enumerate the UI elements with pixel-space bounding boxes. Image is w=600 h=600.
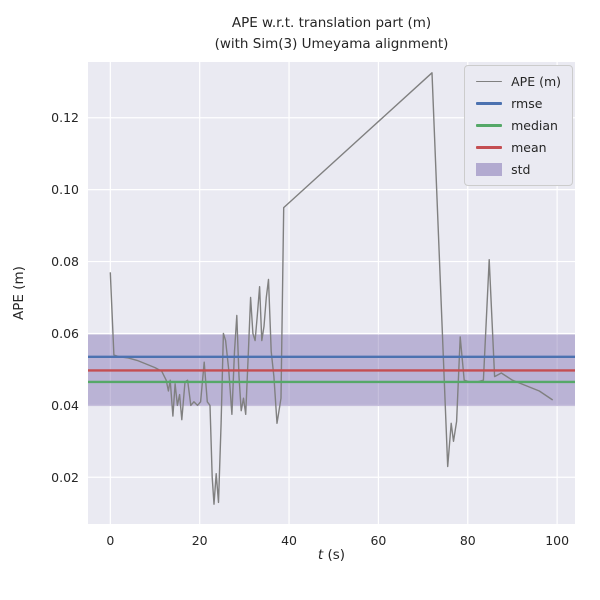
legend-item-median: median <box>476 118 561 133</box>
x-tick-label: 80 <box>460 533 476 548</box>
y-axis-label: APE (m) <box>11 266 27 320</box>
x-tick-label: 60 <box>370 533 386 548</box>
legend-item-mean: mean <box>476 140 561 155</box>
legend-label: rmse <box>511 96 543 111</box>
chart-title-line2: (with Sim(3) Umeyama alignment) <box>214 36 449 52</box>
x-axis-label: t (s) <box>88 547 575 563</box>
legend-item-apem: APE (m) <box>476 74 561 89</box>
chart-title-line1: APE w.r.t. translation part (m) <box>231 15 432 31</box>
legend-item-rmse: rmse <box>476 96 561 111</box>
legend-line-swatch <box>476 124 503 127</box>
y-tick-label: 0.12 <box>51 110 79 125</box>
legend-line-swatch <box>476 80 503 83</box>
ape-line <box>109 72 554 505</box>
legend-label: std <box>511 162 531 177</box>
legend-label: median <box>511 118 558 133</box>
legend-line-swatch <box>476 102 503 105</box>
x-tick-label: 40 <box>281 533 297 548</box>
x-axis-label-unit: (s) <box>323 547 346 563</box>
x-tick-label: 0 <box>106 533 114 548</box>
legend-label: mean <box>511 140 547 155</box>
x-tick-label: 20 <box>192 533 208 548</box>
chart-title: APE w.r.t. translation part (m) (with Si… <box>88 13 575 55</box>
x-axis-label-variable: t <box>317 547 324 563</box>
y-tick-label: 0.04 <box>51 398 79 413</box>
y-tick-label: 0.02 <box>51 470 79 485</box>
y-tick-label: 0.10 <box>51 182 79 197</box>
legend-label: APE (m) <box>511 74 561 89</box>
y-tick-label: 0.08 <box>51 254 79 269</box>
legend-line-swatch <box>476 146 503 149</box>
legend-patch-swatch <box>476 163 503 176</box>
x-tick-label: 100 <box>545 533 569 548</box>
legend: APE (m) rmse median mean std <box>464 65 573 186</box>
legend-item-std: std <box>476 162 561 177</box>
y-tick-label: 0.06 <box>51 326 79 341</box>
